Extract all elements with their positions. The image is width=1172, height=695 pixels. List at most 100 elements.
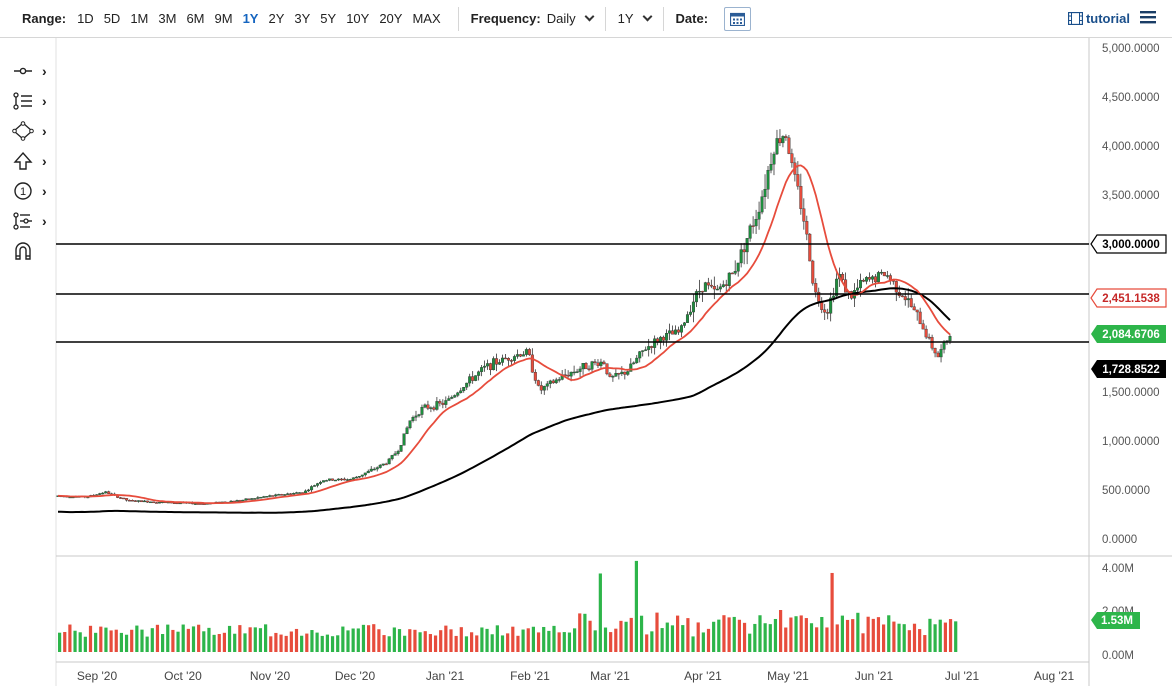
range-button-3m[interactable]: 3M bbox=[158, 11, 177, 26]
candle-body bbox=[557, 379, 561, 381]
volume-bar bbox=[918, 629, 922, 652]
volume-bar bbox=[145, 636, 149, 652]
tool-shapes[interactable]: › bbox=[12, 116, 56, 146]
candle-body bbox=[444, 400, 448, 405]
volume-bar bbox=[526, 628, 530, 652]
chevron-right-icon: › bbox=[42, 123, 47, 139]
candle-body bbox=[933, 347, 937, 354]
range-button-20y[interactable]: 20Y bbox=[379, 11, 403, 26]
volume-flag: 1.53M bbox=[1091, 612, 1140, 629]
volume-bar bbox=[166, 624, 170, 652]
annotation-number-icon: 1 bbox=[14, 182, 32, 200]
volume-bar bbox=[78, 632, 82, 652]
candle-body bbox=[333, 479, 337, 482]
range-button-2y[interactable]: 2Y bbox=[268, 11, 285, 26]
range-button-3y[interactable]: 3Y bbox=[294, 11, 311, 26]
candle-body bbox=[921, 323, 925, 330]
candle-body bbox=[393, 453, 397, 456]
volume-bar bbox=[866, 616, 870, 652]
volume-bar bbox=[892, 621, 896, 652]
candle-body bbox=[811, 260, 815, 284]
y-tick-label: 5,000.0000 bbox=[1102, 43, 1160, 55]
volume-bar bbox=[789, 617, 793, 652]
y-tick-label: 1,500.0000 bbox=[1102, 387, 1160, 399]
volume-bar bbox=[691, 636, 695, 652]
volume-bar bbox=[897, 623, 901, 652]
candle-body bbox=[712, 286, 716, 290]
volume-bar bbox=[722, 615, 726, 652]
candle-body bbox=[742, 249, 746, 253]
candle-body bbox=[330, 478, 334, 481]
candle-body bbox=[345, 479, 349, 481]
volume-bar bbox=[634, 560, 638, 652]
candle-body bbox=[369, 468, 373, 472]
volume-bar bbox=[840, 615, 844, 652]
candle-body bbox=[900, 295, 904, 297]
range-button-1m[interactable]: 1M bbox=[130, 11, 149, 26]
x-tick-label: Jun '21 bbox=[855, 669, 894, 683]
candle-body bbox=[512, 356, 516, 361]
candle-body bbox=[515, 354, 519, 357]
volume-bar bbox=[361, 624, 366, 652]
volume-bar bbox=[655, 612, 659, 652]
candle-body bbox=[148, 501, 152, 504]
volume-bar bbox=[768, 624, 772, 652]
range-button-9m[interactable]: 9M bbox=[214, 11, 233, 26]
candle-body bbox=[859, 279, 863, 289]
range-button-1d[interactable]: 1D bbox=[77, 11, 94, 26]
price-chart[interactable]: 5,000.0000 4,500.0000 4,000.0000 3,500.0… bbox=[0, 38, 1172, 695]
volume-bar bbox=[531, 626, 535, 652]
hamburger-menu-icon bbox=[1140, 11, 1156, 24]
tool-crosshair-line[interactable]: › bbox=[12, 56, 56, 86]
volume-bar bbox=[464, 636, 469, 652]
y-tick-label: 3,500.0000 bbox=[1102, 190, 1160, 202]
candle-body bbox=[157, 501, 161, 504]
candle-body bbox=[354, 476, 358, 479]
candle-body bbox=[674, 329, 678, 335]
volume-bar bbox=[408, 629, 412, 652]
x-tick-label: Jul '21 bbox=[945, 669, 980, 683]
candle-body bbox=[948, 336, 952, 342]
candle-body bbox=[137, 500, 141, 502]
candle-body bbox=[602, 361, 606, 364]
volume-bar bbox=[645, 634, 649, 652]
volume-bar bbox=[727, 617, 731, 652]
range-button-10y[interactable]: 10Y bbox=[346, 11, 370, 26]
candle-body bbox=[119, 497, 123, 499]
candle-body bbox=[447, 398, 451, 401]
tool-magnet[interactable] bbox=[12, 236, 56, 266]
candle-body bbox=[826, 312, 830, 314]
volume-bar bbox=[403, 635, 407, 652]
candle-body bbox=[533, 372, 537, 381]
volume-bar bbox=[825, 627, 829, 652]
menu-button[interactable] bbox=[1140, 10, 1156, 27]
range-button-6m[interactable]: 6M bbox=[186, 11, 205, 26]
volume-bar bbox=[676, 615, 680, 652]
tool-measure[interactable]: › bbox=[12, 206, 56, 236]
candle-body bbox=[304, 490, 308, 494]
frequency-dropdown[interactable]: Daily bbox=[547, 11, 595, 26]
tool-arrow[interactable]: › bbox=[12, 146, 56, 176]
range-button-1y[interactable]: 1Y bbox=[242, 11, 259, 26]
tool-trend-lines[interactable]: › bbox=[12, 86, 56, 116]
volume-bar bbox=[794, 616, 798, 652]
volume-bar bbox=[135, 625, 139, 652]
volume-bar bbox=[428, 634, 432, 652]
calendar-button[interactable] bbox=[724, 6, 752, 31]
volume-bar bbox=[124, 634, 129, 652]
range-button-5y[interactable]: 5Y bbox=[320, 11, 337, 26]
candle-body bbox=[545, 383, 549, 387]
volume-bar bbox=[397, 629, 402, 652]
range-button-max[interactable]: MAX bbox=[412, 11, 441, 26]
candle-body bbox=[700, 290, 704, 293]
candle-body bbox=[295, 492, 299, 494]
candle-body bbox=[668, 330, 672, 334]
tool-annotation[interactable]: 1 › bbox=[12, 176, 56, 206]
x-tick-label: May '21 bbox=[767, 669, 809, 683]
period-dropdown[interactable]: 1Y bbox=[618, 11, 652, 26]
candle-body bbox=[745, 238, 749, 253]
chevron-down-icon bbox=[584, 11, 595, 22]
range-button-5d[interactable]: 5D bbox=[103, 11, 121, 26]
candle-body bbox=[235, 500, 239, 502]
tutorial-link[interactable]: tutorial bbox=[1067, 11, 1130, 26]
